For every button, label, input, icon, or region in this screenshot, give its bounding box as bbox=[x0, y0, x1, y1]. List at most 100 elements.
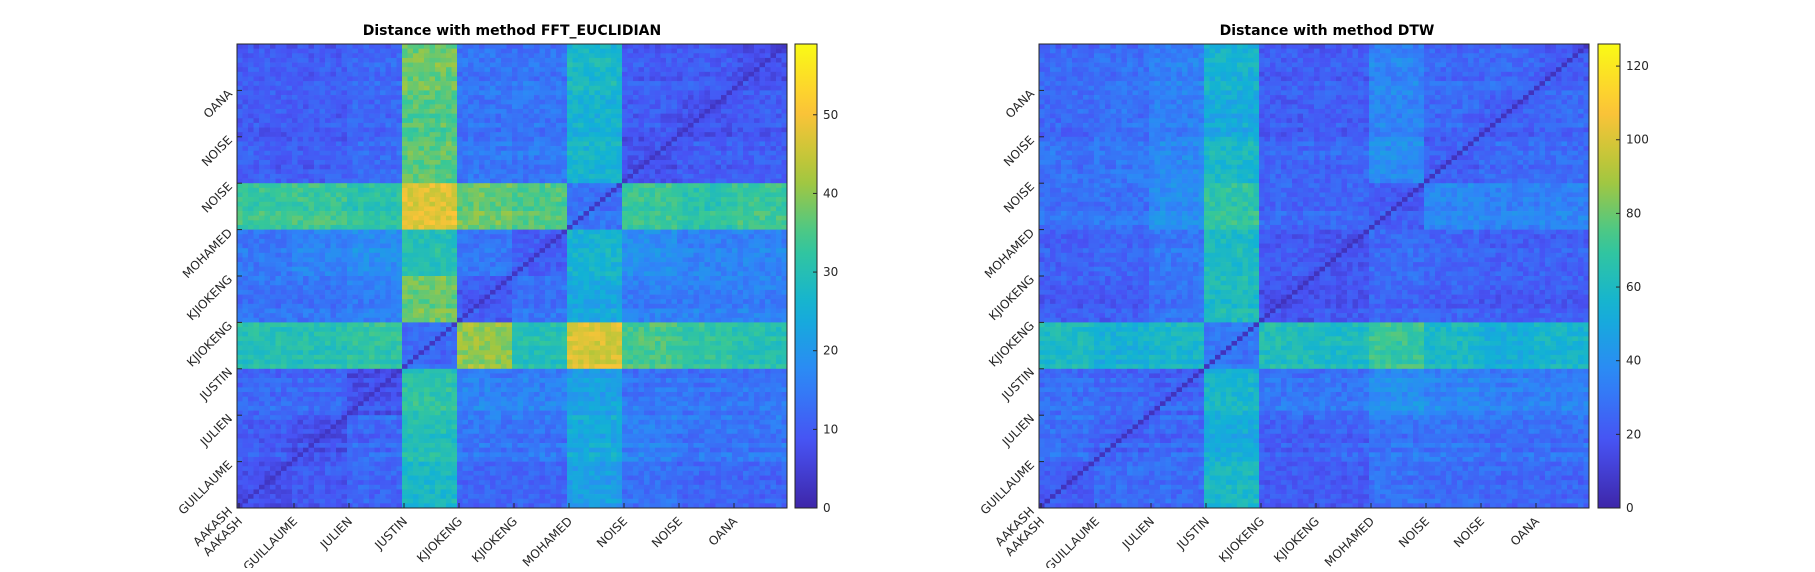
heatmap-cell bbox=[325, 188, 331, 193]
heatmap-cell bbox=[468, 137, 474, 142]
heatmap-cell bbox=[512, 183, 518, 188]
heatmap-cell bbox=[402, 169, 408, 174]
heatmap-cell bbox=[699, 72, 705, 77]
heatmap-cell bbox=[738, 220, 744, 225]
heatmap-cell bbox=[248, 165, 254, 170]
heatmap-cell bbox=[254, 151, 260, 156]
heatmap-cell bbox=[551, 72, 557, 77]
heatmap-cell bbox=[782, 253, 788, 258]
heatmap-cell bbox=[589, 109, 595, 114]
heatmap-cell bbox=[457, 90, 463, 95]
heatmap-cell bbox=[490, 165, 496, 170]
heatmap-cell bbox=[457, 225, 463, 230]
heatmap-cell bbox=[556, 44, 562, 49]
heatmap-cell bbox=[501, 206, 507, 211]
heatmap-cell bbox=[518, 257, 524, 262]
heatmap-cell bbox=[298, 114, 304, 119]
heatmap-cell bbox=[683, 137, 689, 142]
heatmap-cell bbox=[248, 169, 254, 174]
heatmap-cell bbox=[661, 216, 667, 221]
heatmap-cell bbox=[397, 248, 403, 253]
heatmap-cell bbox=[353, 192, 359, 197]
heatmap-cell bbox=[672, 86, 678, 91]
heatmap-cell bbox=[276, 225, 282, 230]
heatmap-cell bbox=[633, 109, 639, 114]
heatmap-cell bbox=[782, 100, 788, 105]
heatmap-cell bbox=[732, 86, 738, 91]
heatmap-cell bbox=[562, 49, 568, 54]
heatmap-cell bbox=[683, 104, 689, 109]
heatmap-cell bbox=[490, 151, 496, 156]
heatmap-cell bbox=[270, 123, 276, 128]
heatmap-cell bbox=[254, 197, 260, 202]
heatmap-cell bbox=[633, 146, 639, 151]
heatmap-cell bbox=[534, 49, 540, 54]
heatmap-cell bbox=[694, 165, 700, 170]
heatmap-cell bbox=[369, 63, 375, 68]
heatmap-cell bbox=[281, 192, 287, 197]
heatmap-cell bbox=[534, 72, 540, 77]
heatmap-cell bbox=[710, 86, 716, 91]
heatmap-cell bbox=[771, 197, 777, 202]
heatmap-cell bbox=[325, 197, 331, 202]
heatmap-cell bbox=[760, 123, 766, 128]
heatmap-cell bbox=[578, 53, 584, 58]
heatmap-cell bbox=[650, 253, 656, 258]
heatmap-cell bbox=[749, 100, 755, 105]
heatmap-cell bbox=[507, 72, 513, 77]
heatmap-cell bbox=[529, 151, 535, 156]
heatmap-cell bbox=[534, 109, 540, 114]
heatmap-cell bbox=[298, 253, 304, 258]
heatmap-cell bbox=[276, 141, 282, 146]
heatmap-cell bbox=[270, 211, 276, 216]
heatmap-cell bbox=[705, 188, 711, 193]
heatmap-cell bbox=[342, 165, 348, 170]
heatmap-cell bbox=[523, 183, 529, 188]
heatmap-cell bbox=[529, 63, 535, 68]
heatmap-cell bbox=[716, 100, 722, 105]
heatmap-cell bbox=[265, 95, 271, 100]
heatmap-cell bbox=[391, 44, 397, 49]
heatmap-cell bbox=[276, 81, 282, 86]
heatmap-cell bbox=[259, 160, 265, 165]
heatmap-cell bbox=[578, 271, 584, 276]
heatmap-cell bbox=[677, 95, 683, 100]
heatmap-cell bbox=[567, 257, 573, 262]
heatmap-cell bbox=[551, 262, 557, 267]
heatmap-cell bbox=[529, 114, 535, 119]
heatmap-cell bbox=[771, 257, 777, 262]
heatmap-cell bbox=[732, 114, 738, 119]
heatmap-cell bbox=[545, 230, 551, 235]
heatmap-cell bbox=[369, 114, 375, 119]
heatmap-cell bbox=[309, 151, 315, 156]
heatmap-cell bbox=[419, 220, 425, 225]
heatmap-cell bbox=[776, 253, 782, 258]
heatmap-cell bbox=[523, 211, 529, 216]
heatmap-cell bbox=[584, 248, 590, 253]
heatmap-cell bbox=[595, 174, 601, 179]
heatmap-cell bbox=[655, 95, 661, 100]
heatmap-cell bbox=[666, 192, 672, 197]
heatmap-cell bbox=[485, 257, 491, 262]
heatmap-cell bbox=[336, 202, 342, 207]
heatmap-cell bbox=[760, 230, 766, 235]
heatmap-cell bbox=[331, 160, 337, 165]
heatmap-cell bbox=[270, 137, 276, 142]
heatmap-cell bbox=[633, 58, 639, 63]
heatmap-cell bbox=[380, 155, 386, 160]
heatmap-cell bbox=[314, 253, 320, 258]
heatmap-cell bbox=[325, 151, 331, 156]
heatmap-cell bbox=[677, 123, 683, 128]
heatmap-cell bbox=[545, 197, 551, 202]
heatmap-cell bbox=[782, 202, 788, 207]
heatmap-cell bbox=[479, 174, 485, 179]
heatmap-cell bbox=[743, 257, 749, 262]
heatmap-cell bbox=[754, 179, 760, 184]
heatmap-cell bbox=[518, 192, 524, 197]
heatmap-cell bbox=[342, 123, 348, 128]
heatmap-cell bbox=[512, 202, 518, 207]
heatmap-cell bbox=[485, 44, 491, 49]
heatmap-cell bbox=[413, 49, 419, 54]
heatmap-cell bbox=[556, 151, 562, 156]
heatmap-cell bbox=[457, 197, 463, 202]
